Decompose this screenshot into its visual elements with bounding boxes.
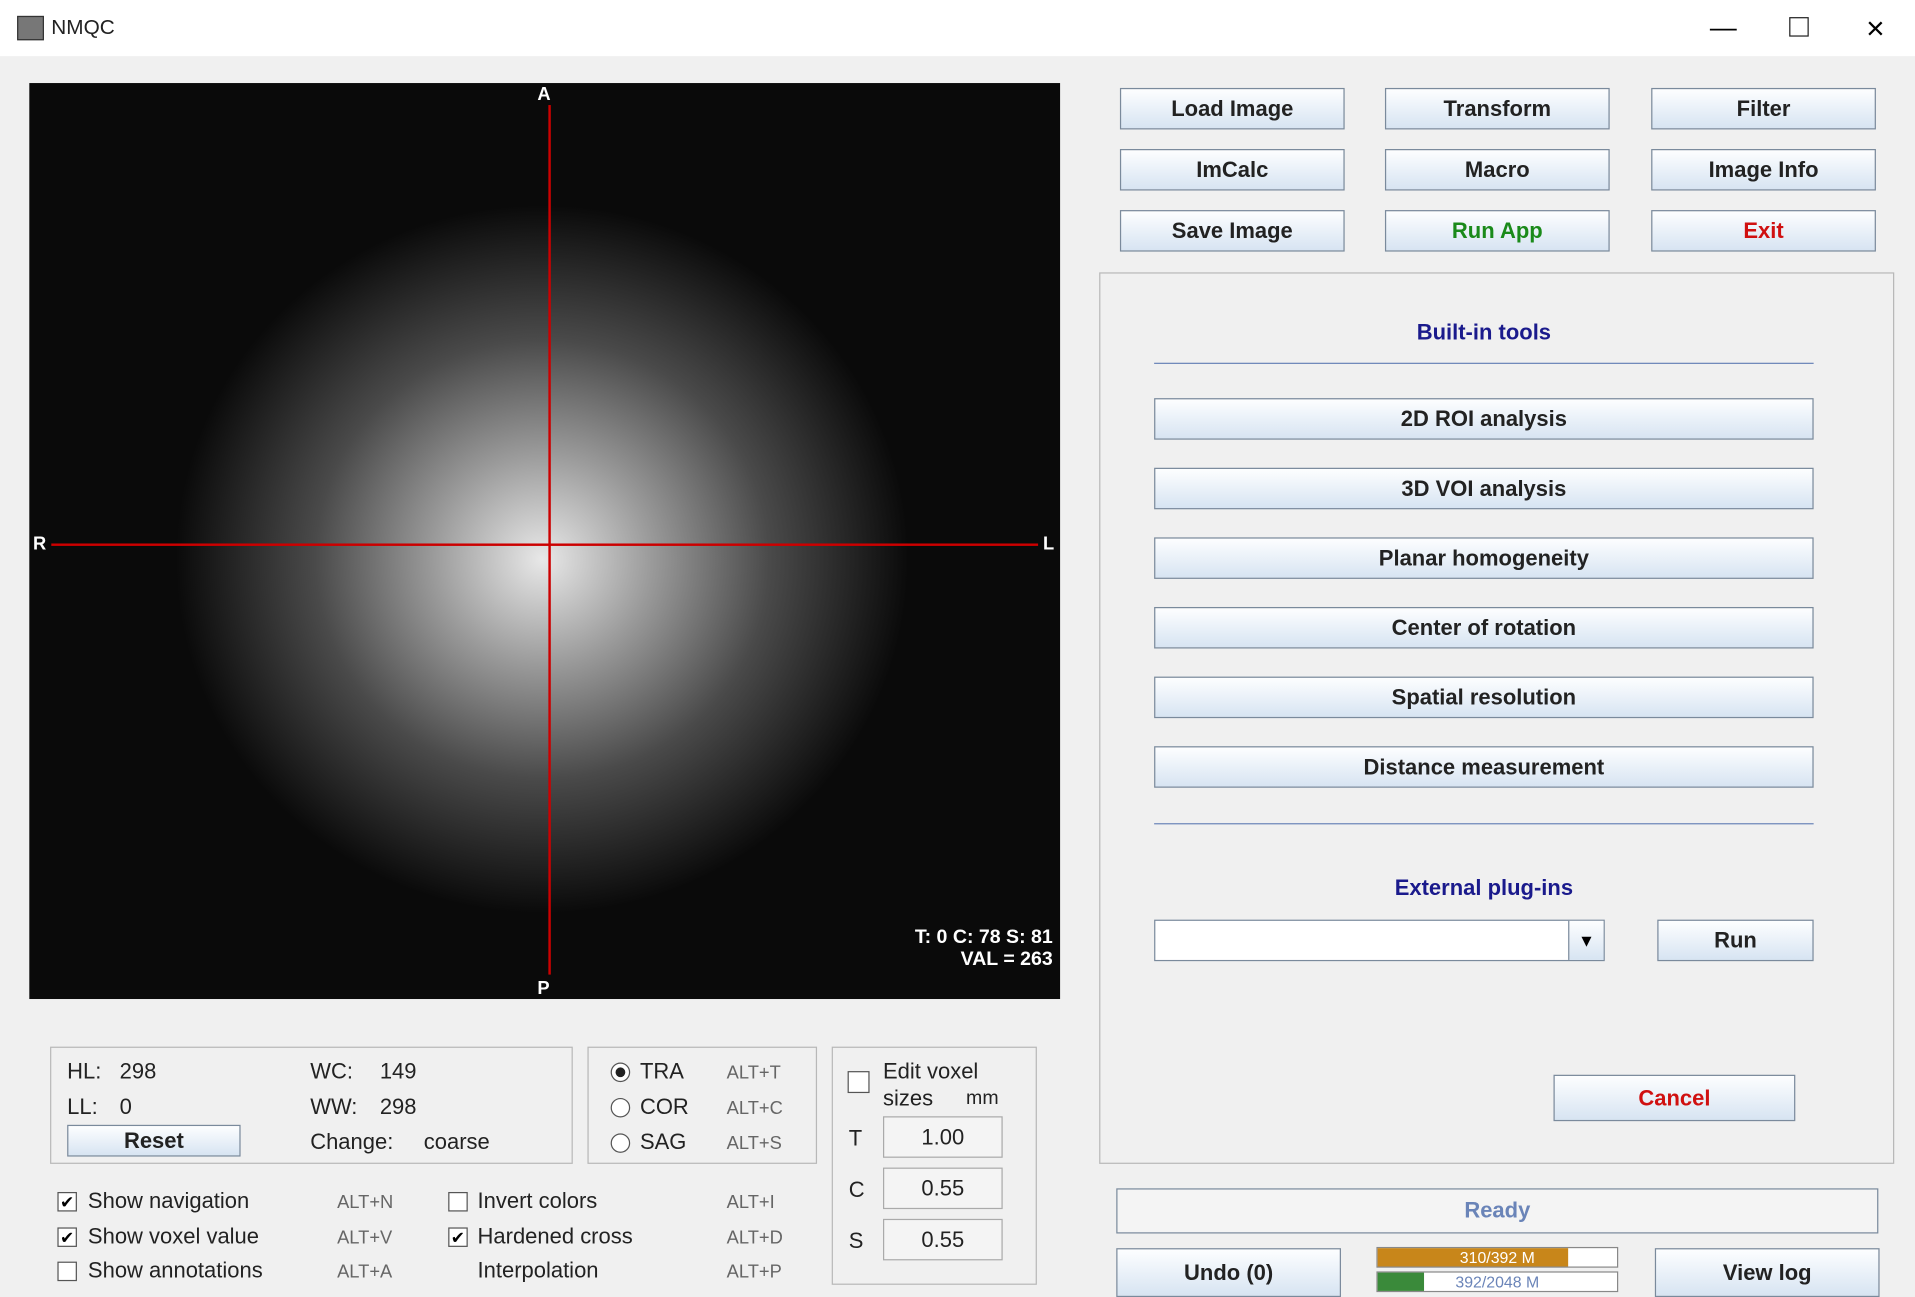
voxel-axis: C	[849, 1177, 865, 1203]
voxel-info: T: 0 C: 78 S: 81 VAL = 263	[915, 927, 1053, 971]
orientation-radio[interactable]	[611, 1098, 631, 1118]
position-info: T: 0 C: 78 S: 81	[915, 927, 1053, 949]
ww-label: WW:	[310, 1094, 357, 1120]
option-checkbox[interactable]: ✔	[448, 1227, 468, 1247]
change-label: Change:	[310, 1130, 393, 1156]
tool-button[interactable]: Center of rotation	[1154, 607, 1814, 649]
voxel-checkbox[interactable]	[848, 1071, 870, 1093]
voxel-input[interactable]: 1.00	[883, 1116, 1003, 1158]
orientation-top: A	[537, 84, 550, 105]
orientation-radio[interactable]	[611, 1133, 631, 1153]
option-label[interactable]: Show navigation	[88, 1188, 249, 1214]
orientation-shortcut: ALT+T	[727, 1063, 781, 1084]
orientation-radio[interactable]	[611, 1063, 631, 1083]
page: NMQC — × A R L P T: 0 C: 78 S: 81 VAL = …	[0, 0, 1915, 1292]
option-checkbox[interactable]: ✔	[57, 1192, 77, 1212]
option-checkbox[interactable]: ✔	[57, 1227, 77, 1247]
image-viewer[interactable]: A R L P T: 0 C: 78 S: 81 VAL = 263	[29, 83, 1060, 999]
option-checkbox[interactable]	[448, 1192, 468, 1212]
tool-button[interactable]: 3D VOI analysis	[1154, 468, 1814, 510]
memory-bar: 310/392 M	[1376, 1247, 1618, 1268]
view-log-button[interactable]: View log	[1655, 1248, 1880, 1297]
crosshair-horizontal	[51, 543, 1038, 545]
crosshair-vertical	[548, 105, 550, 975]
tool-button[interactable]: Spatial resolution	[1154, 677, 1814, 719]
option-shortcut: ALT+A	[337, 1262, 392, 1283]
option-label[interactable]: Show annotations	[88, 1258, 263, 1284]
change-value: coarse	[424, 1130, 490, 1156]
run-button[interactable]: Run	[1657, 920, 1813, 962]
voxel-unit: mm	[966, 1088, 999, 1110]
toolbar-button[interactable]: Macro	[1385, 149, 1610, 191]
toolbar-button[interactable]: Filter	[1651, 88, 1876, 130]
reset-button[interactable]: Reset	[67, 1125, 240, 1157]
voxel-input[interactable]: 0.55	[883, 1219, 1003, 1261]
app-window: NMQC — × A R L P T: 0 C: 78 S: 81 VAL = …	[0, 0, 1915, 1292]
separator	[1154, 363, 1814, 364]
voxel-axis: T	[849, 1126, 862, 1152]
memory-label: 310/392 M	[1378, 1248, 1617, 1266]
tools-heading: Built-in tools	[1154, 320, 1814, 346]
toolbar-button[interactable]: Exit	[1651, 210, 1876, 252]
tool-button[interactable]: Planar homogeneity	[1154, 537, 1814, 579]
option-label[interactable]: Invert colors	[478, 1188, 598, 1214]
orientation-label: COR	[640, 1094, 689, 1120]
voxel-label: sizes	[883, 1086, 933, 1112]
wc-value: 149	[380, 1059, 417, 1085]
option-shortcut: ALT+P	[727, 1262, 782, 1283]
toolbar-button[interactable]: Run App	[1385, 210, 1610, 252]
hl-label: HL:	[67, 1059, 101, 1085]
option-shortcut: ALT+N	[337, 1192, 393, 1213]
undo-button[interactable]: Undo (0)	[1116, 1248, 1341, 1297]
option-shortcut: ALT+D	[727, 1227, 783, 1248]
orientation-bottom: P	[537, 978, 549, 999]
minimize[interactable]: —	[1710, 12, 1737, 44]
ww-value: 298	[380, 1094, 417, 1120]
option-label[interactable]: Hardened cross	[478, 1223, 633, 1249]
tool-button[interactable]: 2D ROI analysis	[1154, 398, 1814, 440]
voxel-label: Edit voxel	[883, 1059, 978, 1085]
voxel-input[interactable]: 0.55	[883, 1168, 1003, 1210]
orientation-right: L	[1043, 534, 1054, 555]
orientation-label: TRA	[640, 1059, 684, 1085]
option-label[interactable]: Show voxel value	[88, 1223, 259, 1249]
app-icon	[17, 16, 44, 40]
title-bar	[0, 0, 1915, 56]
ll-label: LL:	[67, 1094, 98, 1120]
option-shortcut: ALT+V	[337, 1227, 392, 1248]
status-message: Ready	[1116, 1188, 1878, 1233]
window-title: NMQC	[51, 16, 114, 40]
value-info: VAL = 263	[915, 949, 1053, 971]
tool-button[interactable]: Distance measurement	[1154, 746, 1814, 788]
orientation-shortcut: ALT+C	[727, 1098, 783, 1119]
memory-label: 392/2048 M	[1378, 1273, 1617, 1291]
memory-bar: 392/2048 M	[1376, 1271, 1618, 1292]
plugins-heading: External plug-ins	[1154, 876, 1814, 902]
toolbar-button[interactable]: ImCalc	[1120, 149, 1345, 191]
hl-value: 298	[120, 1059, 157, 1085]
close[interactable]: ×	[1866, 10, 1885, 48]
option-label[interactable]: Interpolation	[478, 1258, 599, 1284]
toolbar-button[interactable]: Save Image	[1120, 210, 1345, 252]
toolbar-button[interactable]: Transform	[1385, 88, 1610, 130]
plugin-dropdown[interactable]: ▼	[1154, 920, 1605, 962]
ll-value: 0	[120, 1094, 132, 1120]
orientation-label: SAG	[640, 1130, 686, 1156]
option-checkbox[interactable]	[57, 1262, 77, 1282]
option-shortcut: ALT+I	[727, 1192, 775, 1213]
toolbar-button[interactable]: Load Image	[1120, 88, 1345, 130]
orientation-shortcut: ALT+S	[727, 1133, 782, 1154]
separator	[1154, 823, 1814, 824]
orientation-left: R	[33, 534, 46, 555]
wc-label: WC:	[310, 1059, 353, 1085]
maximize[interactable]	[1789, 17, 1809, 37]
voxel-axis: S	[849, 1229, 864, 1255]
cancel-button[interactable]: Cancel	[1553, 1075, 1795, 1121]
toolbar-button[interactable]: Image Info	[1651, 149, 1876, 191]
